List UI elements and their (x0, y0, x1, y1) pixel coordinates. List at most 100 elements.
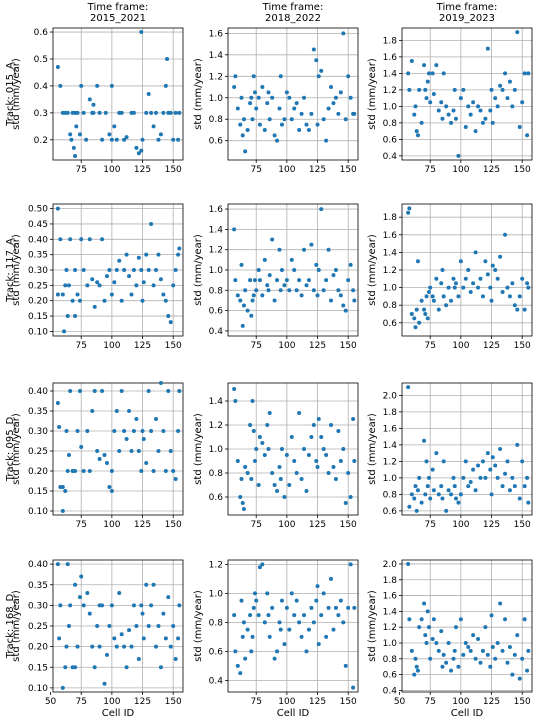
data-point (63, 489, 68, 493)
data-point (452, 87, 457, 92)
data-point (250, 117, 255, 122)
data-point (248, 423, 253, 427)
data-point (55, 292, 60, 297)
data-point (480, 120, 485, 125)
data-point (446, 488, 451, 493)
data-point (439, 484, 444, 489)
data-point (156, 449, 161, 453)
data-point (66, 283, 71, 288)
data-point (351, 685, 356, 690)
data-point (272, 656, 277, 661)
data-point (251, 74, 256, 79)
plot-frame (227, 559, 359, 693)
data-point (453, 281, 458, 286)
data-point (81, 469, 86, 473)
data-point (156, 624, 161, 628)
data-point (144, 110, 149, 115)
data-point (306, 278, 311, 283)
data-point (488, 285, 493, 290)
y-tick-label: 0.15 (28, 487, 48, 497)
y-tick-label: 1.2 (209, 72, 223, 82)
y-tick-label: 1.2 (383, 86, 397, 96)
data-point (526, 285, 531, 290)
data-point (95, 83, 100, 88)
data-point (517, 496, 522, 501)
data-point (267, 117, 272, 122)
data-point (158, 132, 163, 137)
x-tick-label: 125 (483, 697, 500, 707)
data-point (434, 640, 439, 645)
data-point (119, 110, 124, 115)
data-point (348, 95, 353, 100)
data-point (163, 636, 168, 641)
data-point (131, 603, 136, 608)
y-tick-label: 0.35 (28, 407, 48, 417)
data-point (168, 110, 173, 115)
data-point (348, 262, 353, 267)
data-point (488, 467, 493, 472)
data-point (456, 500, 461, 505)
x-tick-label: 100 (103, 520, 120, 530)
x-tick-label: 100 (278, 165, 295, 175)
data-point (131, 268, 136, 272)
x-axis-label: Cell ID (277, 708, 310, 719)
y-tick-label: 1.2 (383, 266, 397, 276)
data-point (129, 292, 134, 297)
data-point (252, 591, 257, 596)
data-point (87, 469, 92, 473)
data-point (446, 112, 451, 117)
data-point (507, 644, 512, 649)
data-point (299, 477, 304, 481)
data-point (512, 652, 517, 657)
plot-frame (227, 203, 359, 337)
data-point (522, 71, 527, 76)
data-point (413, 325, 418, 330)
data-point (266, 613, 271, 618)
data-point (171, 469, 176, 473)
y-tick-label: 2.0 (383, 560, 398, 570)
data-point (252, 90, 257, 95)
data-point (239, 262, 244, 267)
data-point (154, 417, 159, 421)
y-tick-label: 0.8 (209, 469, 224, 479)
data-point (57, 425, 62, 429)
y-tick-label: 0.2 (34, 136, 48, 146)
y-tick-label: 0.8 (383, 490, 398, 500)
data-point (74, 124, 79, 129)
data-point (498, 254, 503, 259)
data-point (489, 298, 494, 303)
data-point (177, 389, 182, 393)
y-tick-label: 0.6 (383, 507, 398, 517)
data-point (292, 268, 297, 272)
data-point (409, 492, 414, 497)
data-point (257, 565, 262, 570)
data-point (441, 71, 446, 76)
data-point (87, 97, 92, 102)
data-point (468, 112, 473, 117)
data-point (478, 475, 483, 480)
data-point (117, 591, 122, 595)
y-tick-label: 0.8 (383, 301, 398, 311)
data-point (476, 463, 481, 468)
scatter-panel-r4-c2: 75 100 125 150 0.4 0.6 0.8 1.0 1.2 std (mm/year) C… (193, 559, 359, 719)
data-point (449, 668, 454, 673)
data-point (299, 634, 304, 639)
data-point (321, 288, 326, 293)
y-tick-label: 0.6 (209, 307, 224, 317)
data-point (294, 101, 299, 106)
y-tick-label: 1.4 (383, 607, 398, 617)
data-point (249, 649, 254, 654)
data-point (431, 488, 436, 493)
data-point (309, 605, 314, 610)
data-point (319, 613, 324, 618)
data-point (451, 108, 456, 113)
data-point (97, 283, 102, 288)
data-point (309, 111, 314, 116)
y-axis-label: std (mm/year) (11, 413, 22, 485)
data-point (485, 46, 490, 51)
data-point (304, 122, 309, 127)
data-point (476, 637, 481, 642)
data-point (90, 644, 95, 649)
y-tick-label: 0.4 (383, 152, 398, 162)
data-point (314, 598, 319, 603)
